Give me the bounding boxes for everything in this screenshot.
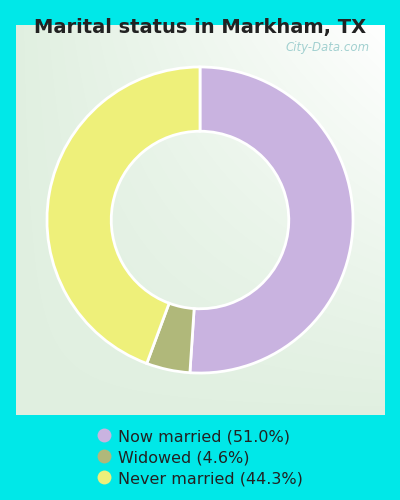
Legend: Now married (51.0%), Widowed (4.6%), Never married (44.3%): Now married (51.0%), Widowed (4.6%), Nev…: [92, 424, 308, 492]
Wedge shape: [47, 67, 200, 364]
Wedge shape: [147, 303, 194, 372]
Text: Marital status in Markham, TX: Marital status in Markham, TX: [34, 18, 366, 36]
Text: City-Data.com: City-Data.com: [285, 40, 369, 54]
Wedge shape: [190, 67, 353, 373]
